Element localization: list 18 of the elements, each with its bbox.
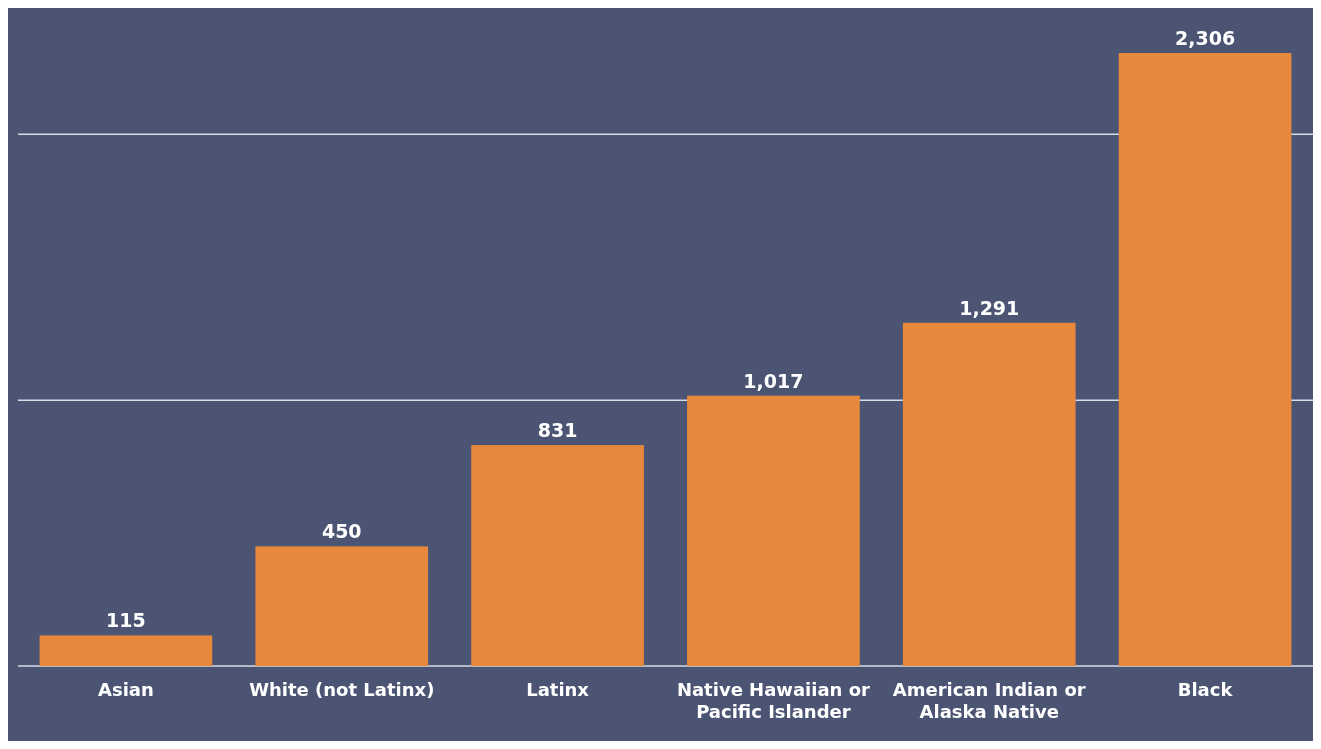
x-tick-label: Native Hawaiian or Pacific Islander (676, 679, 871, 722)
bar (471, 445, 644, 666)
data-label: 1,017 (743, 369, 804, 392)
x-tick-label: American Indian or Alaska Native (892, 679, 1086, 722)
bar (687, 395, 860, 666)
data-label: 1,291 (959, 296, 1020, 319)
data-label: 2,306 (1175, 27, 1236, 49)
data-label: 450 (321, 520, 362, 543)
x-tick-label: Latinx (526, 679, 590, 700)
data-label: 115 (106, 609, 146, 632)
x-tick-label: Asian (98, 679, 154, 700)
x-tick-label: Black (1177, 679, 1234, 700)
bar (255, 546, 429, 666)
bar (902, 322, 1076, 666)
bar (39, 635, 213, 666)
data-label: 831 (537, 419, 578, 442)
bar (1118, 53, 1292, 666)
x-tick-label: White (not Latinx) (249, 679, 435, 700)
